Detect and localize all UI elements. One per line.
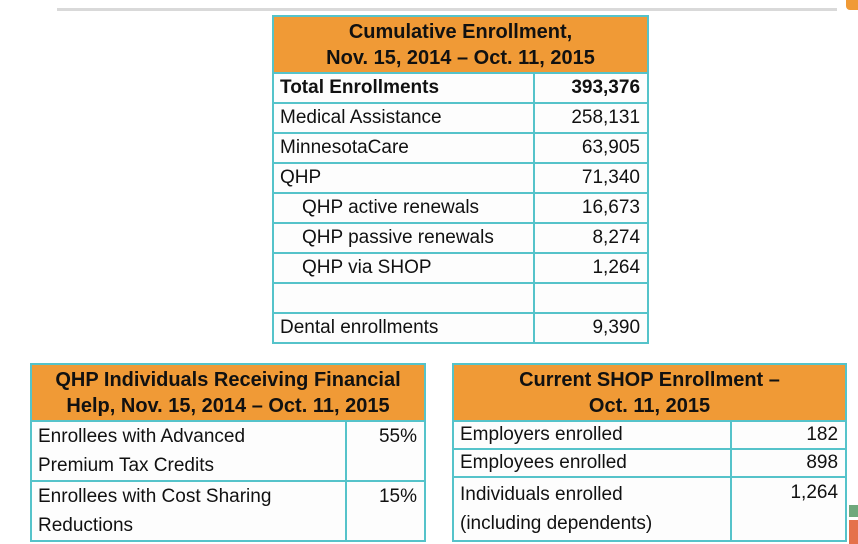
row-label [272,282,535,314]
table-header-row: QHP Individuals Receiving Financial Help… [29,363,427,422]
cumulative-enrollment-table: Cumulative Enrollment, Nov. 15, 2014 – O… [271,15,650,344]
row-label: QHP active renewals [272,192,535,224]
row-value: 258,131 [532,102,650,134]
bottom-right-green-square [849,505,858,517]
row-value: 9,390 [532,312,650,344]
table-row-qhp: QHP 71,340 [272,162,650,194]
row-value: 63,905 [532,132,650,164]
row-label-line1: Enrollees with Cost Sharing [38,486,272,507]
table-header-row: Cumulative Enrollment, Nov. 15, 2014 – O… [271,15,650,74]
table-row-individuals-enrolled: Individuals enrolled (including dependen… [452,476,848,542]
table-row-empty [272,282,650,314]
row-label: Dental enrollments [272,312,535,344]
row-value: 71,340 [532,162,650,194]
table-row-qhp-active-renewals: QHP active renewals 16,673 [272,192,650,224]
row-label: Enrollees with Advanced Premium Tax Cred… [30,420,347,482]
table-row-employees-enrolled: Employees enrolled 898 [452,448,848,478]
financial-help-table-header: QHP Individuals Receiving Financial Help… [29,363,427,422]
shop-table-header: Current SHOP Enrollment – Oct. 11, 2015 [451,363,848,422]
row-value [532,282,650,314]
table-title-line1: Cumulative Enrollment, [348,20,573,43]
table-title-line1: Current SHOP Enrollment – [519,368,780,391]
table-title-line2: Oct. 11, 2015 [588,394,711,417]
row-label: Enrollees with Cost Sharing Reductions [30,480,347,542]
table-title-line2: Nov. 15, 2014 – Oct. 11, 2015 [326,46,595,69]
row-value: 1,264 [532,252,650,284]
table-title-line1: QHP Individuals Receiving Financial [55,368,401,391]
table-row-cost-sharing-reductions: Enrollees with Cost Sharing Reductions 1… [30,480,427,542]
bottom-right-orange-square [849,520,858,544]
row-value: 16,673 [532,192,650,224]
row-value: 1,264 [729,476,848,542]
row-value: 393,376 [532,72,650,104]
table-row-employers-enrolled: Employers enrolled 182 [452,420,848,450]
table-row-qhp-passive-renewals: QHP passive renewals 8,274 [272,222,650,254]
cumulative-table-header: Cumulative Enrollment, Nov. 15, 2014 – O… [271,15,650,74]
row-label-line1: Enrollees with Advanced [38,426,246,447]
table-row-advanced-premium-tax-credits: Enrollees with Advanced Premium Tax Cred… [30,420,427,482]
row-label-line2: Reductions [38,515,134,536]
financial-help-table: QHP Individuals Receiving Financial Help… [29,363,427,542]
shop-enrollment-table: Current SHOP Enrollment – Oct. 11, 2015 … [451,363,848,542]
table-row-medical-assistance: Medical Assistance 258,131 [272,102,650,134]
table-header-row: Current SHOP Enrollment – Oct. 11, 2015 [451,363,848,422]
row-label: Total Enrollments [272,72,535,104]
row-label: Employees enrolled [452,448,732,478]
row-label-line2: (including dependents) [460,513,653,534]
row-value: 182 [729,420,848,450]
row-label: QHP passive renewals [272,222,535,254]
row-value: 55% [344,420,427,482]
row-label: Individuals enrolled (including dependen… [452,476,732,542]
table-row-qhp-via-shop: QHP via SHOP 1,264 [272,252,650,284]
row-label: QHP [272,162,535,194]
row-value: 898 [729,448,848,478]
row-value: 8,274 [532,222,650,254]
table-row-dental-enrollments: Dental enrollments 9,390 [272,312,650,344]
row-label-line2: Premium Tax Credits [38,455,214,476]
row-label: Medical Assistance [272,102,535,134]
row-value: 15% [344,480,427,542]
table-row-total-enrollments: Total Enrollments 393,376 [272,72,650,104]
row-label: Employers enrolled [452,420,732,450]
top-divider-line [57,8,837,11]
row-label: QHP via SHOP [272,252,535,284]
row-label: MinnesotaCare [272,132,535,164]
table-row-minnesotacare: MinnesotaCare 63,905 [272,132,650,164]
top-right-orange-tab [846,0,858,10]
row-label-line1: Individuals enrolled [460,484,623,505]
table-title-line2: Help, Nov. 15, 2014 – Oct. 11, 2015 [66,394,390,417]
